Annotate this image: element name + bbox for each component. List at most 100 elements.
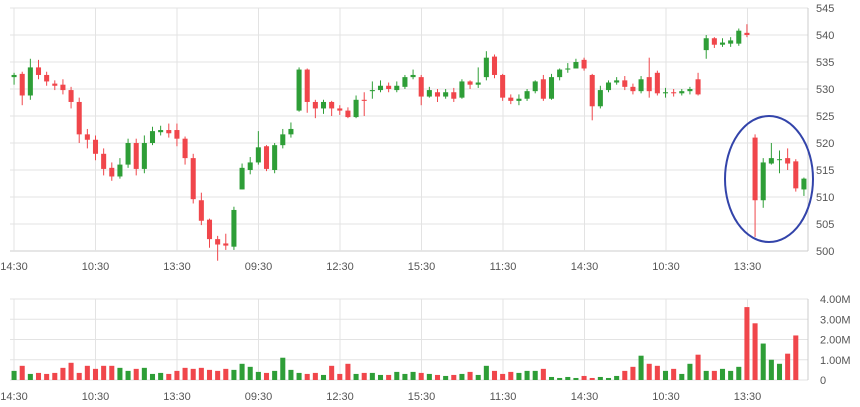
volume-bar [166,373,172,380]
volume-bar [711,370,717,380]
candle-body [182,138,188,159]
price-x-tick-label: 14:30 [0,261,28,273]
candle-body [92,139,99,154]
price-y-tick-label: 525 [816,111,834,123]
candle-body [369,90,375,92]
candle-body [711,38,717,45]
candle-body [329,101,335,109]
volume-bar [255,371,261,380]
volume-x-tick-label: 13:30 [734,391,762,403]
volume-bar [84,365,90,380]
candle-body [654,72,660,94]
candle-body [280,134,286,146]
price-y-tick-label: 520 [816,138,834,150]
volume-bar [149,373,156,380]
volume-bar [793,335,799,380]
candle-body [190,158,196,200]
candle-body [198,200,204,221]
volume-x-tick-label: 14:30 [571,391,599,403]
candle-body [622,80,628,87]
volume-bar [312,372,318,380]
volume-y-tick-label: 1.00M [820,355,851,367]
volume-bar [557,377,563,380]
candle-body [638,79,644,92]
volume-bar [247,366,253,380]
volume-bar [280,357,286,380]
candle-body [736,30,742,44]
candle-body [76,101,82,135]
candle-body [443,92,449,97]
volume-x-tick-label: 09:30 [245,391,273,403]
volume-bar [44,373,50,380]
volume-bar [206,369,213,380]
candle-body [410,74,416,78]
candle-body [662,92,669,94]
candle-body [255,147,261,163]
price-x-tick-label: 12:30 [326,261,354,273]
volume-bar [369,372,375,380]
volume-bar [654,365,660,380]
candle-body [35,67,42,75]
volume-bar [386,374,392,380]
volume-bar [483,365,489,380]
candle-body [785,158,791,164]
volume-bar [76,372,82,380]
volume-bar [361,372,367,380]
volume-bar [491,370,498,380]
volume-bar [736,366,742,380]
volume-bar [548,376,555,380]
candle-body [671,92,677,94]
volume-bar [190,368,196,380]
candle-body [84,134,90,140]
candle-body [68,90,74,102]
price-y-tick-label: 530 [816,84,834,96]
volume-bar [141,367,147,380]
candle-body [695,79,701,95]
candle-body [418,77,424,97]
volume-bar [60,367,66,380]
price-grid [10,7,809,252]
volume-bar [597,376,603,380]
price-y-tick-label: 510 [816,192,834,204]
volume-bar [638,355,644,380]
volume-bar [500,373,506,380]
candle-body [158,130,164,133]
candle-body [451,92,457,99]
candle-body [320,101,327,109]
volume-bar [68,362,74,380]
volume-bar [394,371,400,380]
volume-bar [573,377,579,380]
volume-bar [443,375,449,380]
candle-body [361,99,367,101]
volume-bar [239,363,245,380]
volume-bar [52,372,58,380]
candle-body [304,69,310,102]
volume-bar [687,363,693,380]
candle-body [728,40,734,44]
price-y-tick-label: 540 [816,30,834,42]
volume-bar [109,365,115,380]
volume-bar [434,374,441,380]
highlight-circle-annotation [724,115,814,243]
volume-bar [125,370,131,380]
candle-body [263,146,270,169]
candle-body [540,79,546,99]
candle-body [174,130,180,139]
candle-body [776,159,783,161]
candle-body [377,85,384,91]
volume-y-tick-label: 2.00M [820,335,851,347]
volume-bar [272,370,278,380]
candle-body [744,32,750,35]
price-y-tick-label: 535 [816,57,834,69]
volume-bar [744,307,750,380]
volume-bar [337,373,343,380]
price-x-tick-label: 15:30 [408,261,436,273]
candle-body [589,74,595,107]
volume-bar [467,371,473,380]
candle-body [133,143,139,169]
volume-bar [540,368,546,380]
candle-body [239,167,245,190]
volume-bar [524,370,530,380]
volume-x-tick-label: 12:30 [326,391,354,403]
candle-body [508,97,514,101]
